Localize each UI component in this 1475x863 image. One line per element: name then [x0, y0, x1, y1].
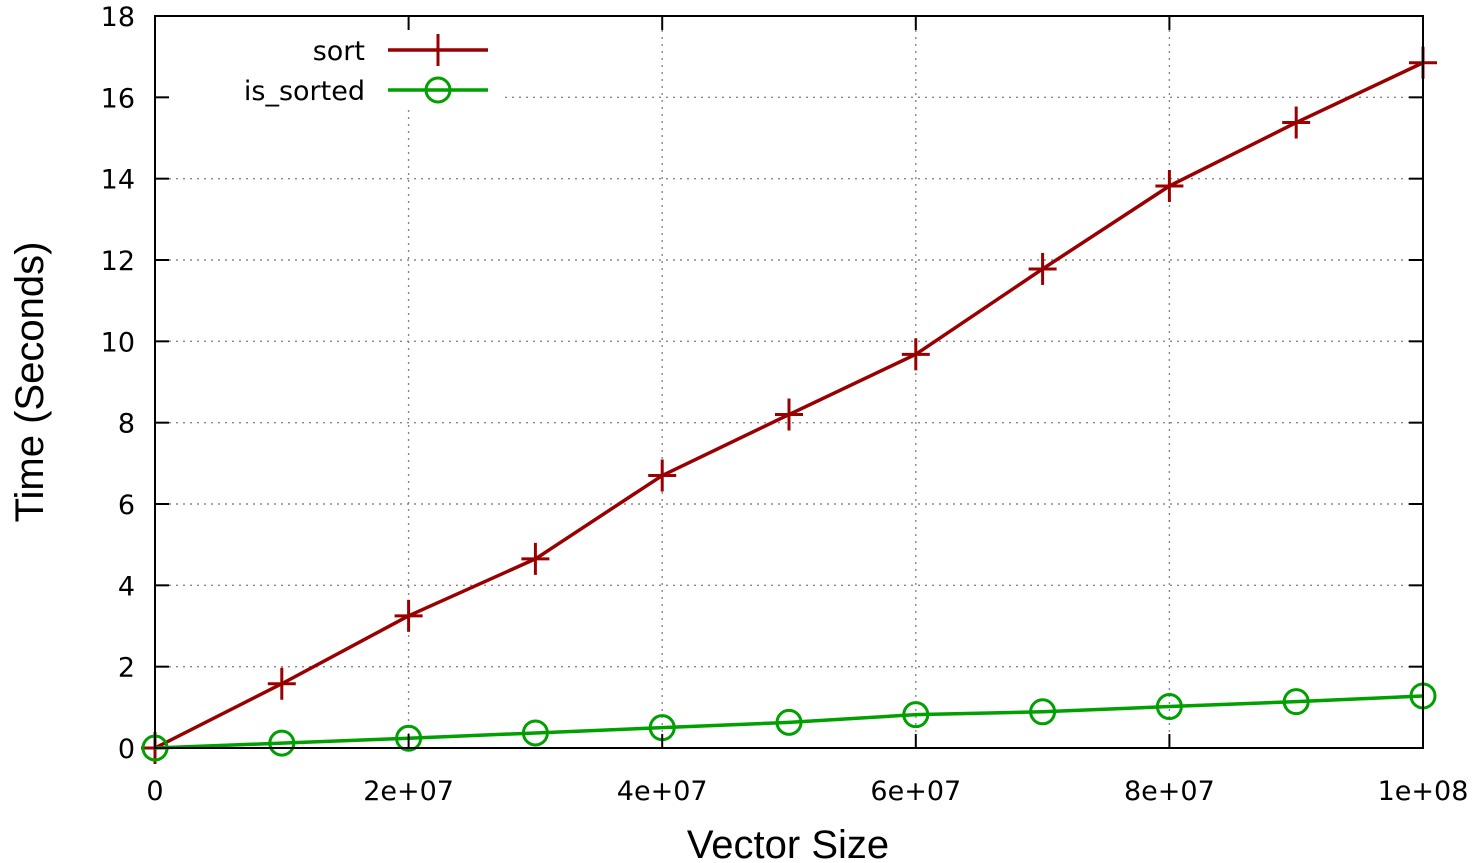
data-point: [267, 667, 296, 700]
x-tick-label: 1e+08: [1378, 776, 1469, 807]
x-tick-label: 6e+07: [870, 776, 961, 807]
data-point: [1155, 693, 1183, 721]
axis-ticks: 0 2 4 6 8 10 12 14 16 18 0 2e+07 4e+07 6e+07 8e+07 1e+0…: [101, 2, 1469, 807]
data-point: [775, 398, 803, 431]
data-point: [1028, 252, 1057, 285]
y-tick-label: 2: [118, 653, 135, 684]
data-point: [901, 338, 930, 371]
data-point: [268, 729, 296, 757]
plot-frame: [154, 15, 1424, 749]
legend-label: is_sorted: [244, 76, 365, 107]
y-tick-label: 0: [118, 734, 135, 765]
series-line: [154, 694, 1424, 750]
y-tick-label: 4: [118, 571, 135, 602]
data-point: [648, 459, 677, 492]
data-point: [902, 701, 930, 729]
y-axis-title: Time (Seconds): [8, 242, 52, 523]
series-is-sorted: [141, 682, 1437, 762]
data-point: [521, 542, 550, 575]
x-tick-label: 8e+07: [1124, 776, 1215, 807]
x-tick-label: 2e+07: [363, 776, 454, 807]
legend-label: sort: [313, 36, 365, 67]
data-point: [521, 719, 549, 747]
series-sort: [141, 46, 1437, 764]
data-point: [1155, 169, 1184, 202]
x-tick-label: 4e+07: [617, 776, 708, 807]
y-tick-label: 14: [101, 165, 135, 196]
x-axis-title: Vector Size: [687, 823, 889, 863]
data-point: [395, 724, 423, 752]
y-tick-label: 18: [101, 2, 135, 33]
y-tick-label: 16: [101, 83, 135, 114]
series-layer: [141, 46, 1437, 764]
y-tick-label: 8: [118, 409, 135, 440]
data-point: [775, 708, 803, 736]
legend-marker: [424, 34, 452, 66]
y-tick-label: 12: [101, 246, 135, 277]
legend: sort is_sorted: [244, 34, 488, 107]
legend-marker: [424, 76, 452, 104]
x-tick-label: 0: [146, 776, 163, 807]
grid-lines: [155, 16, 1423, 748]
data-point: [394, 599, 423, 632]
data-point: [1029, 698, 1057, 726]
y-tick-label: 6: [118, 490, 135, 521]
y-tick-label: 10: [101, 327, 135, 358]
data-point: [1282, 106, 1311, 139]
data-point: [1282, 688, 1310, 716]
